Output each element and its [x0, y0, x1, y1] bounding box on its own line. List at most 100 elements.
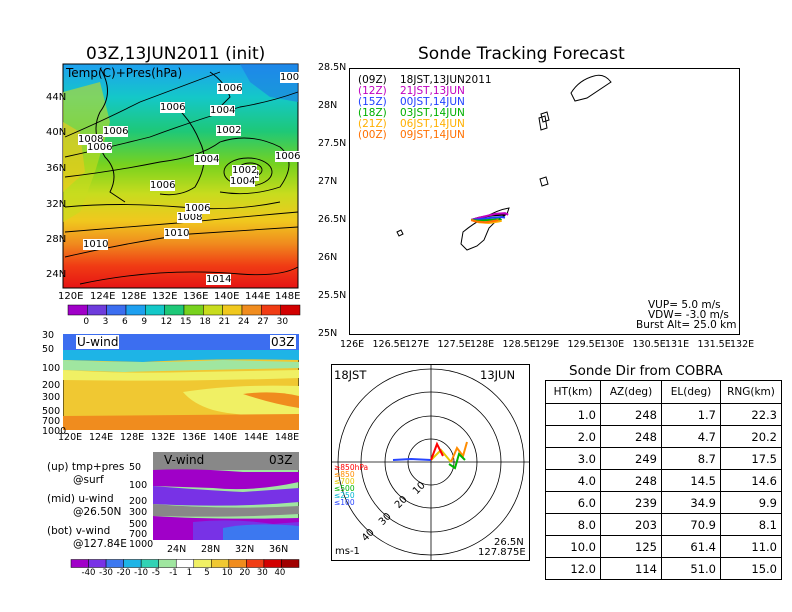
- island-coast: [540, 111, 550, 123]
- table-row: 8.0 203 70.9 8.1: [545, 513, 782, 536]
- u-y-tick: 100: [42, 363, 61, 374]
- table-cell: 125: [600, 535, 662, 558]
- u-wind-time: 03Z: [270, 335, 296, 349]
- lat-tick: 26N: [318, 252, 338, 263]
- track-series-group: [470, 212, 509, 225]
- table-cell: 4.0: [545, 469, 601, 492]
- isobar-1004: [64, 137, 290, 195]
- colorbar-swatch: [183, 304, 204, 316]
- lat-tick: 27.5N: [318, 138, 347, 149]
- colorbar-swatch: [222, 304, 243, 316]
- table-cell: 239: [600, 491, 662, 514]
- table-cell: 22.3: [720, 403, 782, 426]
- colorbar-swatch: [158, 559, 177, 568]
- pressure-label: 1006: [87, 142, 113, 153]
- table-cell: 203: [600, 513, 662, 536]
- colorbar-swatch: [175, 559, 195, 568]
- colorbar-tick: -10: [134, 568, 149, 578]
- colorbar-tick: 30: [276, 317, 289, 327]
- table-cell: 34.9: [661, 491, 721, 514]
- colorbar-swatch: [123, 559, 142, 568]
- polar-ring-30: [360, 391, 502, 533]
- note-up-title: (up) tmp+pres: [47, 461, 125, 473]
- v-wind-time: 03Z: [268, 453, 294, 467]
- lat-tick: 28N: [318, 100, 338, 111]
- table-cell: 249: [600, 447, 662, 470]
- column-header: RNG(km): [720, 380, 782, 404]
- colorbar-tick: 1: [186, 568, 193, 578]
- param-burst: Burst Alt= 25.0 km: [636, 319, 737, 331]
- isobar-1006: [64, 71, 221, 138]
- colorbar-tick: -40: [81, 568, 96, 578]
- v-x-tick: 28N: [201, 544, 221, 555]
- lat-tick: 25.5N: [318, 290, 347, 301]
- colorbar-swatch: [145, 304, 165, 316]
- note-mid-title: (mid) u-wind: [47, 493, 114, 505]
- colorbar-tick: 0: [83, 317, 90, 327]
- lat-label: 40N: [46, 127, 67, 138]
- island-coast: [539, 176, 549, 187]
- pressure-label: 1008: [78, 134, 104, 145]
- table-cell: 17.5: [720, 447, 782, 470]
- lat-label: 44N: [46, 92, 67, 103]
- lon-tick: 131.5E: [697, 339, 731, 350]
- u-y-tick: 30: [42, 330, 55, 341]
- table-cell: 11.0: [720, 535, 782, 558]
- pressure-label: 1004: [210, 105, 236, 116]
- u-y-tick: 50: [42, 344, 55, 355]
- lon-tick: 126E: [340, 339, 365, 350]
- field-label: Temp(C)+Pres(hPa): [66, 66, 183, 80]
- tracking-title: Sonde Tracking Forecast: [418, 44, 625, 64]
- colorbar-tick: 6: [122, 317, 128, 327]
- table-cell: 1.0: [545, 403, 601, 426]
- colorbar-swatch: [87, 304, 107, 316]
- track-line: [470, 219, 499, 224]
- table-row: 6.0 239 34.9 9.9: [545, 491, 782, 514]
- v-y-tick: 200: [129, 496, 148, 507]
- colorbar-swatch: [211, 559, 230, 568]
- altitude-legend-item: ≤250: [334, 491, 355, 500]
- track-line: [470, 212, 509, 221]
- u-y-tick: 200: [42, 380, 61, 391]
- pressure-label: 1004: [230, 176, 256, 187]
- colorbar-tick: -5: [151, 568, 161, 578]
- colorbar-swatch: [106, 304, 127, 316]
- colorbar-tick: 40: [274, 568, 286, 578]
- colorbar-swatch: [203, 304, 223, 316]
- wind-colorbar: [70, 559, 300, 568]
- polar-time: 18JST: [334, 368, 367, 382]
- table-cell: 9.9: [720, 491, 782, 514]
- table-cell: 2.0: [545, 425, 601, 448]
- temperature-colorbar: [67, 304, 301, 316]
- lon-tick: 130E: [600, 339, 625, 350]
- tracking-map: [349, 68, 740, 335]
- u-x-tick: 124E: [89, 432, 114, 443]
- v-y-tick: 500: [129, 519, 148, 530]
- table-cell: 70.9: [661, 513, 721, 536]
- pressure-label: 100: [280, 72, 300, 83]
- u-y-tick: 500: [42, 406, 61, 417]
- isobar-1006: [64, 201, 281, 210]
- table-cell: 14.6: [720, 469, 782, 492]
- legend-time: 03JST,14JUN: [400, 107, 465, 119]
- colorbar-tick: -30: [99, 568, 113, 578]
- legend-code: (00Z): [358, 129, 387, 141]
- table-cell: 20.2: [720, 425, 782, 448]
- param-vdw: VDW= -3.0 m/s: [648, 309, 729, 321]
- table-cell: 8.7: [661, 447, 721, 470]
- table-row: 12.0 114 51.0 15.0: [545, 557, 782, 580]
- lat-label: 24N: [46, 269, 67, 280]
- legend-code: (12Z): [358, 85, 387, 97]
- hodograph-850: [450, 441, 468, 463]
- pressure-label: 1004: [194, 154, 220, 165]
- polar-unit: ms-1: [335, 546, 360, 557]
- table-cell: 12.0: [545, 557, 601, 580]
- table-cell: 8.0: [545, 513, 601, 536]
- altitude-legend-item: ≥850hPa: [334, 463, 369, 472]
- lon-label: 140E: [214, 291, 240, 302]
- pressure-label: 1010: [83, 239, 109, 250]
- pressure-label: 1006: [275, 151, 301, 162]
- v-x-tick: 36N: [269, 544, 289, 555]
- colorbar-swatch: [228, 559, 247, 568]
- colorbar-tick: 20: [239, 568, 251, 578]
